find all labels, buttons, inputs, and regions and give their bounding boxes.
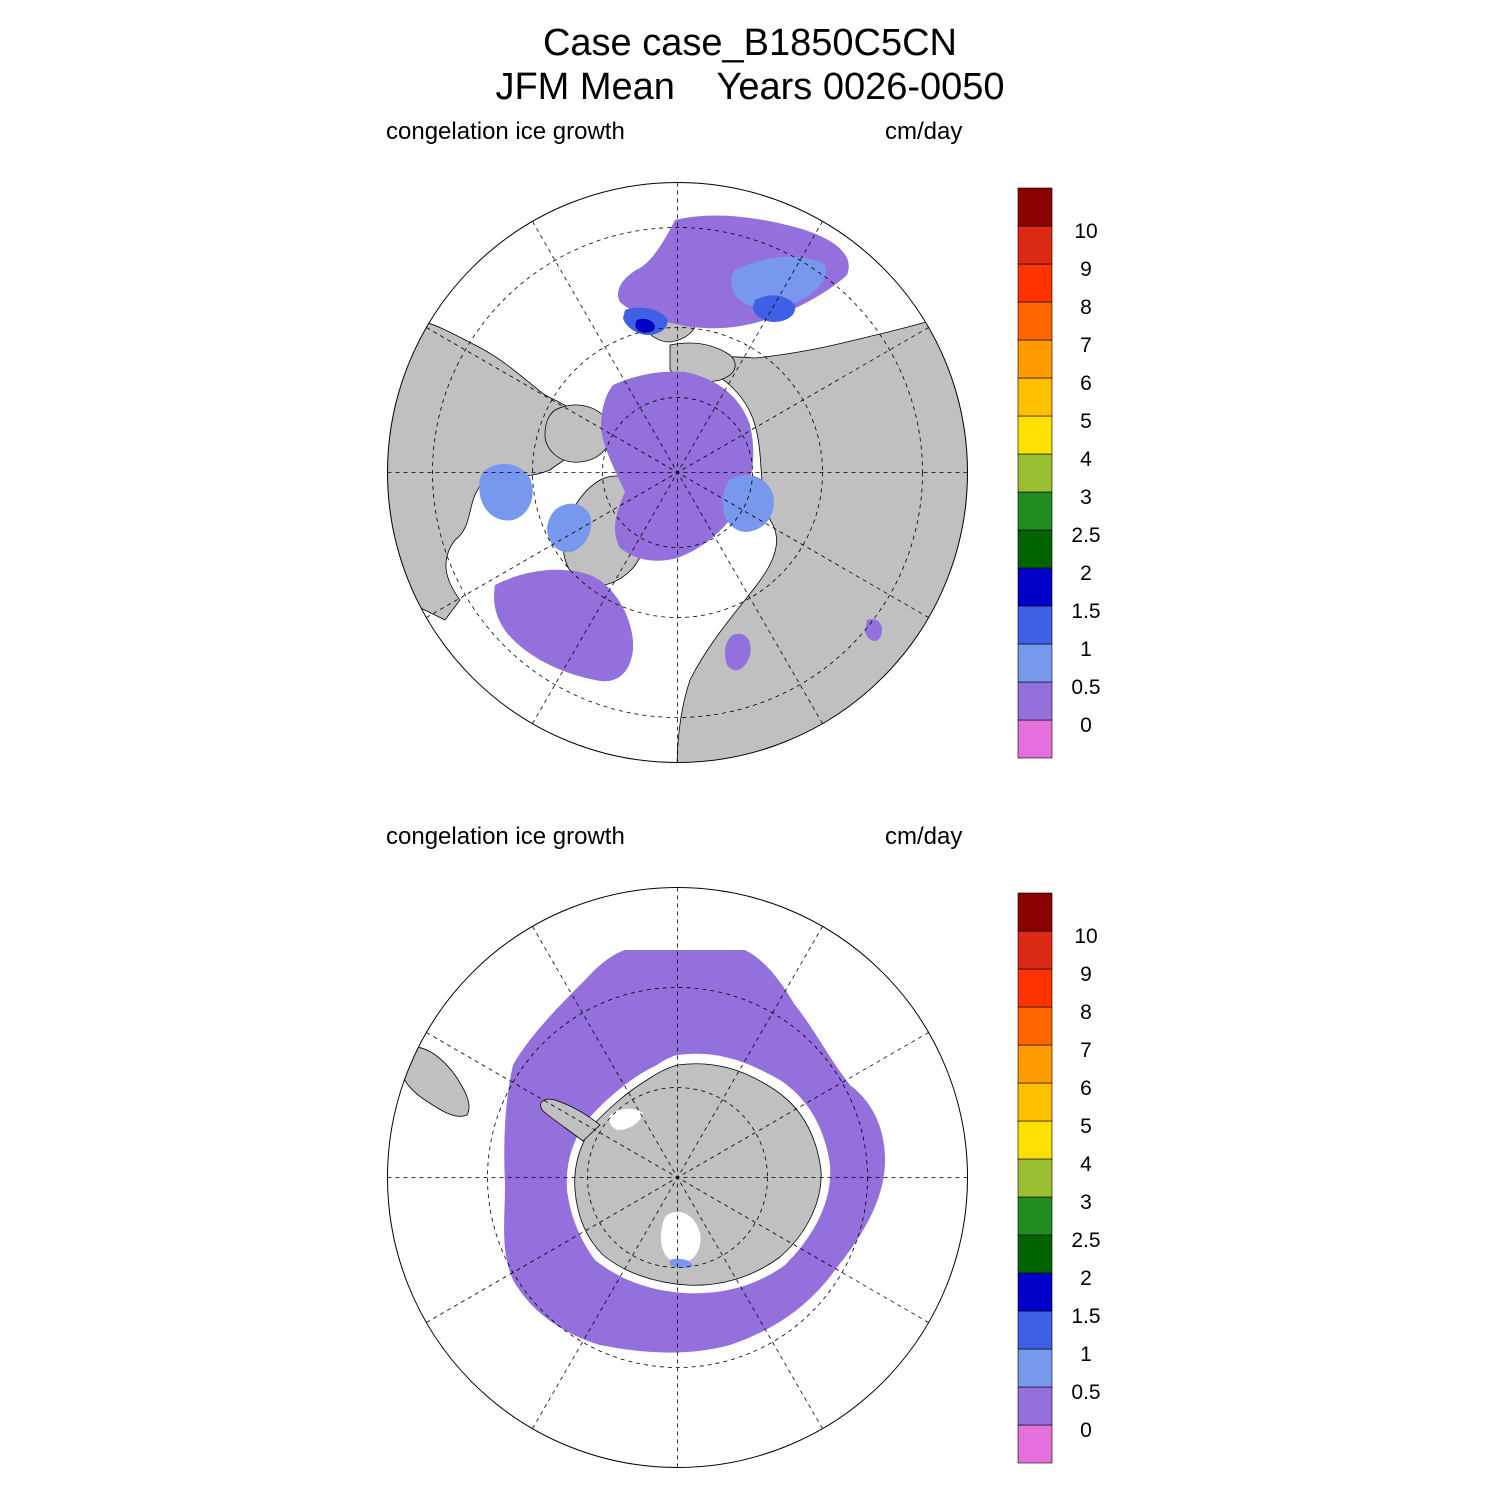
south-map-border xyxy=(387,887,968,1468)
north-map-border xyxy=(387,182,968,763)
north-ice-shelf-high-2 xyxy=(753,295,796,322)
south-colorbar-labels: 0 0.5 1 1.5 2 2.5 3 4 5 6 7 8 9 10 xyxy=(1071,925,1100,1442)
north-colorbar-label-10: 7 xyxy=(1080,334,1092,357)
north-ice-kara-barents xyxy=(723,475,774,532)
south-colorbar-swatch-10 xyxy=(1017,1044,1053,1084)
south-colorbar-swatches xyxy=(1017,892,1053,1464)
south-colorbar-swatch-1 xyxy=(1017,1386,1053,1426)
figure-title-line2: JFM Mean Years 0026-0050 xyxy=(495,66,1005,108)
north-colorbar-swatch-4 xyxy=(1017,567,1053,607)
south-colorbar-swatch-2 xyxy=(1017,1348,1053,1388)
south-colorbar-label-3: 1.5 xyxy=(1071,1305,1100,1328)
south-colorbar-label-10: 7 xyxy=(1080,1039,1092,1062)
north-colorbar-swatch-0 xyxy=(1017,719,1053,759)
south-colorbar-swatch-6 xyxy=(1017,1196,1053,1236)
north-colorbar-swatch-10 xyxy=(1017,339,1053,379)
north-panel-variable-label: congelation ice growth xyxy=(386,118,625,145)
south-colorbar-swatch-5 xyxy=(1017,1234,1053,1274)
north-colorbar-swatch-5 xyxy=(1017,529,1053,569)
south-graticule xyxy=(387,887,968,1468)
south-colorbar-swatch-3 xyxy=(1017,1310,1053,1350)
south-colorbar-label-9: 6 xyxy=(1080,1077,1092,1100)
south-weddell-shelf xyxy=(608,1108,643,1130)
south-panel-units-label: cm/day xyxy=(885,823,963,850)
north-colorbar-swatch-14 xyxy=(1017,187,1053,227)
north-ice-shelf-max xyxy=(635,318,655,333)
north-colorbar-label-3: 1.5 xyxy=(1071,600,1100,623)
north-colorbar-label-1: 0.5 xyxy=(1071,676,1100,699)
south-colorbar-swatch-13 xyxy=(1017,930,1053,970)
south-colorbar-label-6: 3 xyxy=(1080,1191,1092,1214)
north-colorbar-label-2: 1 xyxy=(1080,638,1092,661)
north-colorbar: 0 0.5 1 1.5 2 2.5 3 4 5 6 7 8 9 10 xyxy=(1017,187,1101,759)
north-land-archipelago xyxy=(544,404,612,463)
north-colorbar-swatch-3 xyxy=(1017,605,1053,645)
north-colorbar-label-5: 2.5 xyxy=(1071,524,1100,547)
north-colorbar-label-7: 4 xyxy=(1080,448,1092,471)
north-colorbar-label-9: 6 xyxy=(1080,372,1092,395)
south-land-south-america xyxy=(398,1046,470,1117)
north-colorbar-label-11: 8 xyxy=(1080,296,1092,319)
north-colorbar-swatch-6 xyxy=(1017,491,1053,531)
north-colorbar-swatch-12 xyxy=(1017,263,1053,303)
north-colorbar-label-0: 0 xyxy=(1080,714,1092,737)
south-panel-variable-label: congelation ice growth xyxy=(386,823,625,850)
south-polar-map xyxy=(387,887,968,1468)
south-colorbar-swatch-14 xyxy=(1017,892,1053,932)
south-colorbar-label-2: 1 xyxy=(1080,1343,1092,1366)
north-ice-baffin xyxy=(547,503,592,553)
south-colorbar-label-4: 2 xyxy=(1080,1267,1092,1290)
north-colorbar-label-12: 9 xyxy=(1080,258,1092,281)
north-colorbar-swatches xyxy=(1017,187,1053,759)
north-ice-hudson-bay xyxy=(479,463,533,521)
figure-title-line1: Case case_B1850C5CN xyxy=(542,22,957,64)
south-colorbar-label-7: 4 xyxy=(1080,1153,1092,1176)
north-graticule xyxy=(387,182,968,763)
north-colorbar-swatch-11 xyxy=(1017,301,1053,341)
south-colorbar-label-5: 2.5 xyxy=(1071,1229,1100,1252)
north-colorbar-label-8: 5 xyxy=(1080,410,1092,433)
south-colorbar-swatch-0 xyxy=(1017,1424,1053,1464)
south-land-antarctic-peninsula xyxy=(540,1098,601,1142)
south-colorbar-swatch-7 xyxy=(1017,1158,1053,1198)
north-panel-units-label: cm/day xyxy=(885,118,963,145)
north-ice-okhotsk-small xyxy=(865,618,883,641)
north-colorbar-label-6: 3 xyxy=(1080,486,1092,509)
south-colorbar-swatch-11 xyxy=(1017,1006,1053,1046)
north-ice-atlantic-labrador xyxy=(494,569,634,682)
north-colorbar-swatch-9 xyxy=(1017,377,1053,417)
south-ice-ross-mid xyxy=(670,1258,693,1268)
north-colorbar-label-4: 2 xyxy=(1080,562,1092,585)
south-colorbar-label-0: 0 xyxy=(1080,1419,1092,1442)
north-ice-baltic xyxy=(725,633,751,671)
south-colorbar: 0 0.5 1 1.5 2 2.5 3 4 5 6 7 8 9 10 xyxy=(1017,892,1101,1464)
north-colorbar-label-13: 10 xyxy=(1074,220,1097,243)
north-polar-map xyxy=(387,182,968,763)
north-colorbar-swatch-8 xyxy=(1017,415,1053,455)
south-colorbar-label-8: 5 xyxy=(1080,1115,1092,1138)
north-colorbar-swatch-7 xyxy=(1017,453,1053,493)
south-colorbar-swatch-4 xyxy=(1017,1272,1053,1312)
south-ross-shelf xyxy=(660,1211,701,1263)
south-colorbar-swatch-12 xyxy=(1017,968,1053,1008)
south-colorbar-swatch-9 xyxy=(1017,1082,1053,1122)
south-colorbar-label-11: 8 xyxy=(1080,1001,1092,1024)
north-colorbar-swatch-13 xyxy=(1017,225,1053,265)
north-colorbar-swatch-2 xyxy=(1017,643,1053,683)
north-colorbar-swatch-1 xyxy=(1017,681,1053,721)
north-colorbar-labels: 0 0.5 1 1.5 2 2.5 3 4 5 6 7 8 9 10 xyxy=(1071,220,1100,737)
south-colorbar-label-12: 9 xyxy=(1080,963,1092,986)
south-colorbar-label-1: 0.5 xyxy=(1071,1381,1100,1404)
south-colorbar-swatch-8 xyxy=(1017,1120,1053,1160)
south-ice-ring xyxy=(504,950,885,1353)
north-ice-east-siberian-shelf xyxy=(731,256,826,309)
south-colorbar-label-13: 10 xyxy=(1074,925,1097,948)
